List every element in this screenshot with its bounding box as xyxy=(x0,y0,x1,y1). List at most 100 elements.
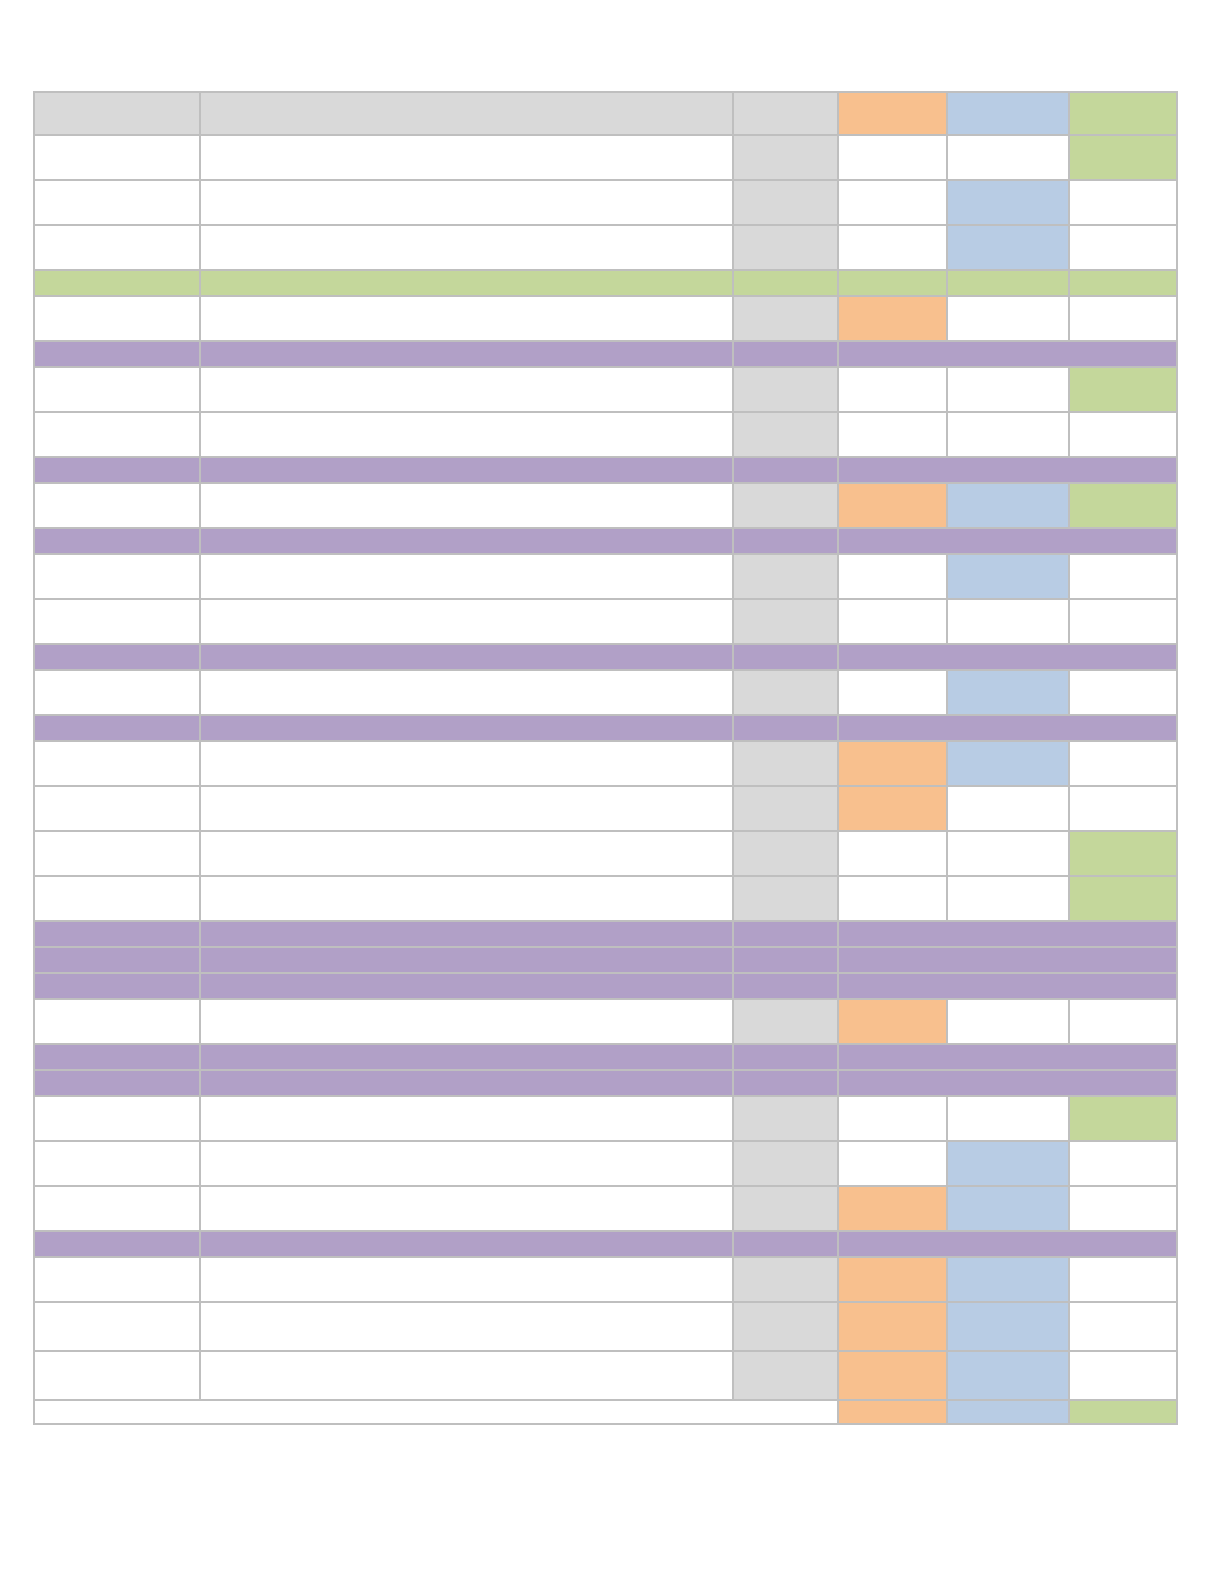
col-e-cell[interactable] xyxy=(948,600,1070,645)
col-a-cell[interactable] xyxy=(33,600,201,645)
col-e-cell[interactable] xyxy=(948,1187,1070,1232)
col-a-cell[interactable] xyxy=(33,555,201,600)
col-c-cell[interactable] xyxy=(734,922,839,948)
col-a-cell[interactable] xyxy=(33,1142,201,1187)
col-c-cell[interactable] xyxy=(734,91,839,136)
col-c-cell[interactable] xyxy=(734,1142,839,1187)
col-b-cell[interactable] xyxy=(201,1258,734,1303)
col-b-cell[interactable] xyxy=(201,1142,734,1187)
col-b-cell[interactable] xyxy=(201,91,734,136)
col-c-cell[interactable] xyxy=(734,832,839,877)
col-d-cell[interactable] xyxy=(839,1187,948,1232)
col-c-cell[interactable] xyxy=(734,645,839,671)
col-d-cell[interactable] xyxy=(839,1352,948,1401)
col-b-cell[interactable] xyxy=(201,1187,734,1232)
col-b-cell[interactable] xyxy=(201,1071,734,1097)
col-a-cell[interactable] xyxy=(33,368,201,413)
col-c-cell[interactable] xyxy=(734,484,839,529)
col-a-cell[interactable] xyxy=(33,832,201,877)
col-c-cell[interactable] xyxy=(734,226,839,271)
col-b-cell[interactable] xyxy=(201,974,734,1000)
col-b-cell[interactable] xyxy=(201,1097,734,1142)
col-c-cell[interactable] xyxy=(734,742,839,787)
col-d-cell[interactable] xyxy=(839,1303,948,1352)
col-e-cell[interactable] xyxy=(948,877,1070,922)
col-d-cell[interactable] xyxy=(839,297,948,342)
col-b-cell[interactable] xyxy=(201,832,734,877)
col-e-cell[interactable] xyxy=(948,368,1070,413)
col-c-cell[interactable] xyxy=(734,271,839,297)
merged-def-cell[interactable] xyxy=(839,458,1178,484)
col-d-cell[interactable] xyxy=(839,484,948,529)
merged-def-cell[interactable] xyxy=(839,1232,1178,1258)
merged-def-cell[interactable] xyxy=(839,1071,1178,1097)
col-d-cell[interactable] xyxy=(839,1258,948,1303)
col-c-cell[interactable] xyxy=(734,181,839,226)
col-f-cell[interactable] xyxy=(1070,1142,1178,1187)
col-f-cell[interactable] xyxy=(1070,368,1178,413)
col-a-cell[interactable] xyxy=(33,413,201,458)
col-e-cell[interactable] xyxy=(948,91,1070,136)
col-d-cell[interactable] xyxy=(839,226,948,271)
col-c-cell[interactable] xyxy=(734,671,839,716)
col-f-cell[interactable] xyxy=(1070,1352,1178,1401)
col-b-cell[interactable] xyxy=(201,1000,734,1045)
col-a-cell[interactable] xyxy=(33,1232,201,1258)
col-f-cell[interactable] xyxy=(1070,1000,1178,1045)
col-f-cell[interactable] xyxy=(1070,271,1178,297)
col-a-cell[interactable] xyxy=(33,671,201,716)
col-d-cell[interactable] xyxy=(839,555,948,600)
col-d-cell[interactable] xyxy=(839,1142,948,1187)
merged-abc-cell[interactable] xyxy=(33,1401,839,1425)
col-a-cell[interactable] xyxy=(33,787,201,832)
col-b-cell[interactable] xyxy=(201,1045,734,1071)
col-c-cell[interactable] xyxy=(734,1071,839,1097)
col-a-cell[interactable] xyxy=(33,529,201,555)
col-e-cell[interactable] xyxy=(948,742,1070,787)
col-e-cell[interactable] xyxy=(948,555,1070,600)
merged-def-cell[interactable] xyxy=(839,529,1178,555)
col-e-cell[interactable] xyxy=(948,787,1070,832)
col-d-cell[interactable] xyxy=(839,877,948,922)
col-e-cell[interactable] xyxy=(948,1258,1070,1303)
col-f-cell[interactable] xyxy=(1070,555,1178,600)
col-c-cell[interactable] xyxy=(734,787,839,832)
col-a-cell[interactable] xyxy=(33,1071,201,1097)
col-a-cell[interactable] xyxy=(33,716,201,742)
col-a-cell[interactable] xyxy=(33,1258,201,1303)
col-a-cell[interactable] xyxy=(33,877,201,922)
col-a-cell[interactable] xyxy=(33,342,201,368)
col-a-cell[interactable] xyxy=(33,226,201,271)
col-c-cell[interactable] xyxy=(734,948,839,974)
col-c-cell[interactable] xyxy=(734,529,839,555)
merged-def-cell[interactable] xyxy=(839,974,1178,1000)
col-d-cell[interactable] xyxy=(839,832,948,877)
col-c-cell[interactable] xyxy=(734,1000,839,1045)
col-b-cell[interactable] xyxy=(201,458,734,484)
col-b-cell[interactable] xyxy=(201,555,734,600)
col-a-cell[interactable] xyxy=(33,271,201,297)
col-e-cell[interactable] xyxy=(948,1401,1070,1425)
col-a-cell[interactable] xyxy=(33,1187,201,1232)
col-d-cell[interactable] xyxy=(839,742,948,787)
col-c-cell[interactable] xyxy=(734,877,839,922)
col-e-cell[interactable] xyxy=(948,832,1070,877)
col-a-cell[interactable] xyxy=(33,91,201,136)
col-e-cell[interactable] xyxy=(948,1097,1070,1142)
col-e-cell[interactable] xyxy=(948,484,1070,529)
col-b-cell[interactable] xyxy=(201,297,734,342)
col-c-cell[interactable] xyxy=(734,297,839,342)
col-e-cell[interactable] xyxy=(948,226,1070,271)
col-c-cell[interactable] xyxy=(734,1232,839,1258)
col-e-cell[interactable] xyxy=(948,297,1070,342)
col-f-cell[interactable] xyxy=(1070,787,1178,832)
col-a-cell[interactable] xyxy=(33,297,201,342)
col-b-cell[interactable] xyxy=(201,600,734,645)
col-c-cell[interactable] xyxy=(734,368,839,413)
col-e-cell[interactable] xyxy=(948,1303,1070,1352)
col-a-cell[interactable] xyxy=(33,1303,201,1352)
col-a-cell[interactable] xyxy=(33,1000,201,1045)
col-b-cell[interactable] xyxy=(201,484,734,529)
col-c-cell[interactable] xyxy=(734,1187,839,1232)
col-c-cell[interactable] xyxy=(734,555,839,600)
